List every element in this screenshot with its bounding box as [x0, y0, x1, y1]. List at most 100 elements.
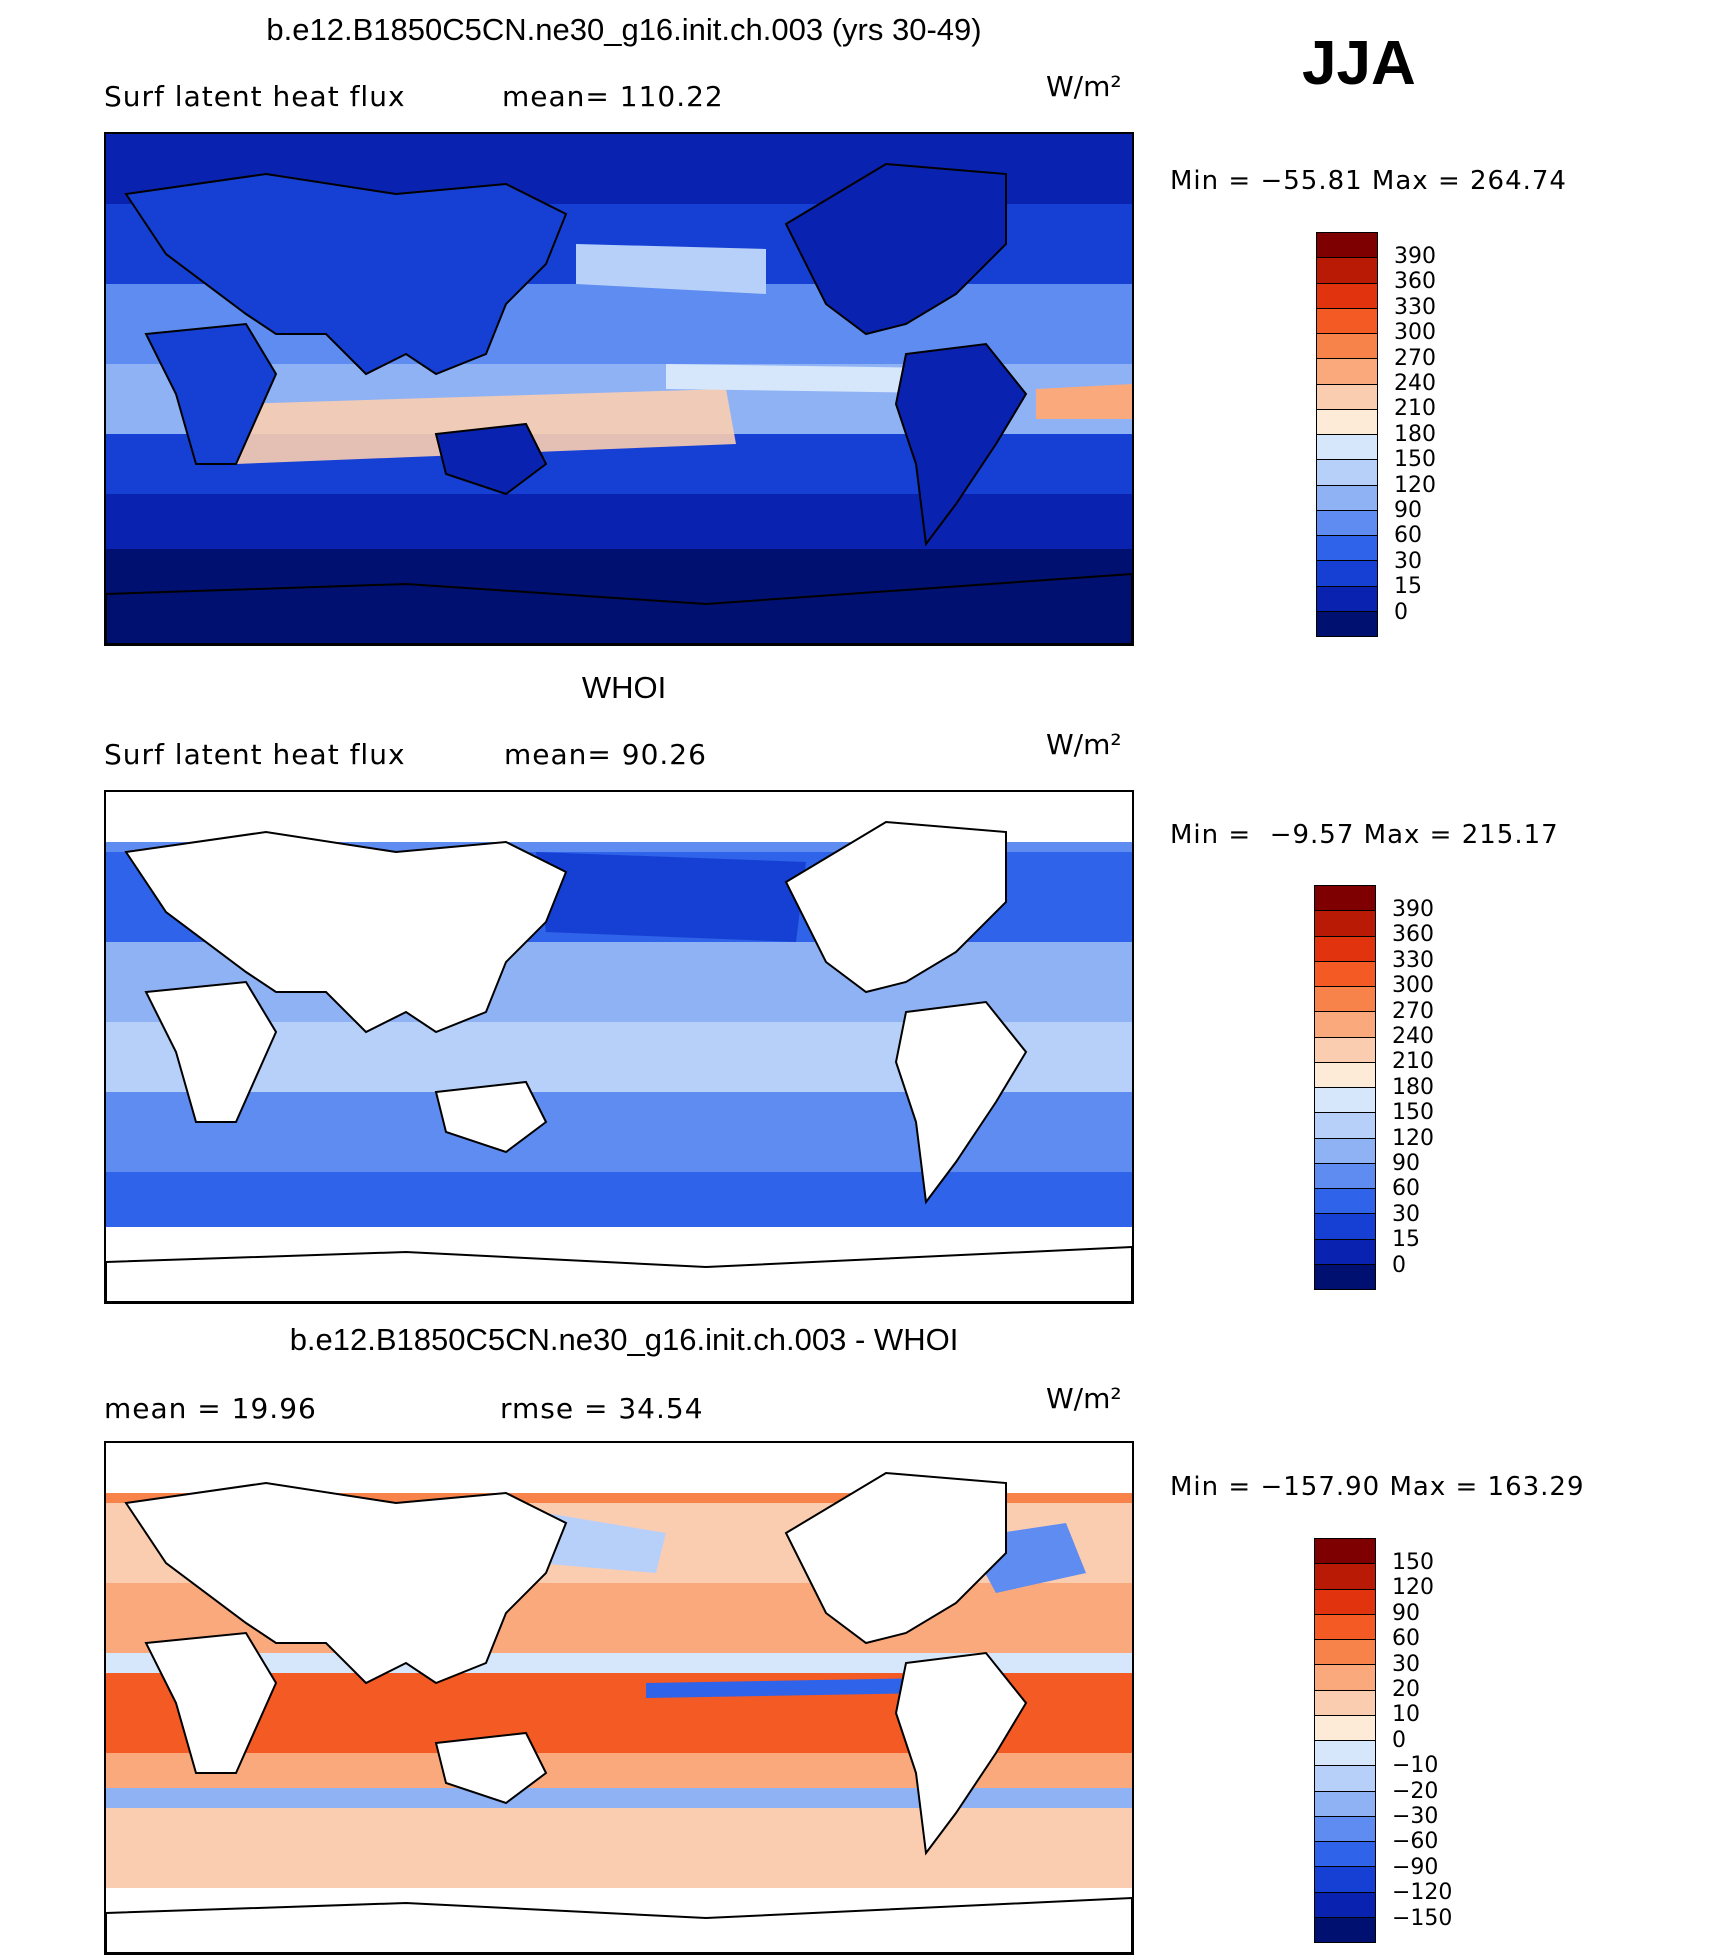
colorbar-tick-label: 180 — [1392, 1074, 1434, 1100]
panel3-units: W/m² — [1046, 1382, 1122, 1415]
colorbar-tick-label: 210 — [1392, 1049, 1434, 1075]
colorbar-tick-label: 120 — [1392, 1575, 1434, 1601]
colorbar-swatch — [1317, 334, 1377, 360]
colorbar-swatch — [1315, 1564, 1375, 1590]
colorbar-swatch — [1315, 1715, 1375, 1741]
panel2-land — [106, 820, 1132, 1302]
colorbar-swatch — [1317, 435, 1377, 461]
colorbar-swatch — [1317, 283, 1377, 309]
panel2-minmax: Min = −9.57 Max = 215.17 — [1170, 820, 1559, 850]
colorbar-swatch — [1315, 911, 1375, 937]
colorbar-tick-label: 120 — [1394, 472, 1436, 498]
colorbar-tick-label: 30 — [1392, 1651, 1420, 1677]
colorbar-swatch — [1315, 1539, 1375, 1565]
colorbar-swatch — [1315, 1589, 1375, 1615]
colorbar-swatch — [1315, 1037, 1375, 1063]
colorbar-swatch — [1315, 1766, 1375, 1792]
colorbar-tick-label: 60 — [1392, 1626, 1420, 1652]
colorbar-swatch — [1317, 485, 1377, 511]
colorbar-tick-label: 0 — [1392, 1252, 1406, 1278]
colorbar-tick-label: 390 — [1394, 244, 1436, 269]
panel3-mean: mean = 19.96 — [104, 1392, 317, 1425]
colorbar-tick-label: −60 — [1392, 1829, 1439, 1855]
panel1-variable: Surf latent heat flux — [104, 80, 406, 113]
colorbar-swatch — [1317, 561, 1377, 587]
panel3-colorbar-labels: 150 120 90 60 30 20 10 0 −10 −20 −30 −60… — [1392, 1550, 1452, 1931]
colorbar-tick-label: 15 — [1394, 574, 1422, 600]
colorbar-tick-label: 240 — [1392, 1024, 1434, 1050]
colorbar-tick-label: −10 — [1392, 1753, 1439, 1779]
colorbar-swatch — [1315, 1239, 1375, 1265]
colorbar-swatch — [1315, 1842, 1375, 1868]
panel3-minmax: Min = −157.90 Max = 163.29 — [1170, 1472, 1585, 1502]
colorbar-swatch — [1317, 611, 1377, 636]
colorbar-tick-label: 270 — [1394, 345, 1436, 371]
season-label: JJA — [1302, 29, 1416, 98]
colorbar-tick-label: 300 — [1394, 320, 1436, 346]
panel1-colorbar-labels: 390 360 330 300 270 240 210 180 150 120 … — [1394, 244, 1436, 625]
colorbar-tick-label: 360 — [1392, 922, 1434, 948]
colorbar-tick-label: 10 — [1392, 1702, 1420, 1728]
panel1-land — [106, 162, 1132, 644]
colorbar-tick-label: 150 — [1394, 447, 1436, 473]
colorbar-swatch — [1315, 1867, 1375, 1893]
colorbar-tick-label: −90 — [1392, 1854, 1439, 1880]
colorbar-tick-label: 0 — [1394, 599, 1408, 625]
panel3-map — [104, 1441, 1134, 1955]
colorbar-tick-label: 0 — [1392, 1727, 1406, 1753]
colorbar-swatch — [1315, 936, 1375, 962]
colorbar-swatch — [1315, 1690, 1375, 1716]
colorbar-swatch — [1315, 1741, 1375, 1767]
colorbar-tick-label: −150 — [1392, 1905, 1453, 1931]
colorbar-tick-label: 90 — [1392, 1151, 1420, 1177]
colorbar-tick-label: 150 — [1392, 1100, 1434, 1126]
colorbar-tick-label: 90 — [1394, 498, 1422, 524]
colorbar-tick-label: 60 — [1392, 1176, 1420, 1202]
colorbar-tick-label: 300 — [1392, 973, 1434, 999]
colorbar-swatch — [1315, 1163, 1375, 1189]
panel1-mean: mean= 110.22 — [502, 80, 724, 113]
colorbar-swatch — [1315, 1189, 1375, 1215]
colorbar-swatch — [1317, 384, 1377, 410]
colorbar-swatch — [1315, 987, 1375, 1013]
colorbar-swatch — [1317, 409, 1377, 435]
colorbar-tick-label: 330 — [1394, 294, 1436, 320]
colorbar-swatch — [1315, 1214, 1375, 1240]
panel3-land — [106, 1471, 1132, 1953]
colorbar-tick-label: 270 — [1392, 998, 1434, 1024]
colorbar-tick-label: −120 — [1392, 1880, 1453, 1906]
colorbar-tick-label: 330 — [1392, 947, 1434, 973]
colorbar-tick-label: 390 — [1392, 897, 1434, 922]
colorbar-tick-label: 60 — [1394, 523, 1422, 549]
colorbar-swatch — [1315, 1138, 1375, 1164]
colorbar-swatch — [1315, 1113, 1375, 1139]
colorbar-tick-label: 150 — [1392, 1550, 1434, 1575]
panel2-mean: mean= 90.26 — [504, 738, 707, 771]
colorbar-swatch — [1315, 1640, 1375, 1666]
colorbar-swatch — [1317, 233, 1377, 259]
panel3-rmse: rmse = 34.54 — [500, 1392, 704, 1425]
colorbar-tick-label: 240 — [1394, 371, 1436, 397]
colorbar-swatch — [1317, 460, 1377, 486]
colorbar-tick-label: 180 — [1394, 421, 1436, 447]
panel1-minmax: Min = −55.81 Max = 264.74 — [1170, 166, 1567, 196]
colorbar-swatch — [1317, 536, 1377, 562]
colorbar-tick-label: 360 — [1394, 269, 1436, 295]
colorbar-swatch — [1315, 1917, 1375, 1942]
colorbar-tick-label: 15 — [1392, 1227, 1420, 1253]
colorbar-swatch — [1315, 1062, 1375, 1088]
colorbar-tick-label: 30 — [1394, 548, 1422, 574]
colorbar-swatch — [1317, 359, 1377, 385]
panel2-units: W/m² — [1046, 728, 1122, 761]
colorbar-swatch — [1315, 1088, 1375, 1114]
colorbar-swatch — [1317, 258, 1377, 284]
colorbar-swatch — [1317, 586, 1377, 612]
panel1-colorbar — [1316, 232, 1378, 637]
panel1-map — [104, 132, 1134, 646]
colorbar-swatch — [1315, 886, 1375, 912]
colorbar-swatch — [1315, 1816, 1375, 1842]
panel3-title: b.e12.B1850C5CN.ne30_g16.init.ch.003 - W… — [289, 1322, 959, 1357]
colorbar-tick-label: 20 — [1392, 1677, 1420, 1703]
colorbar-tick-label: 120 — [1392, 1125, 1434, 1151]
colorbar-swatch — [1317, 308, 1377, 334]
